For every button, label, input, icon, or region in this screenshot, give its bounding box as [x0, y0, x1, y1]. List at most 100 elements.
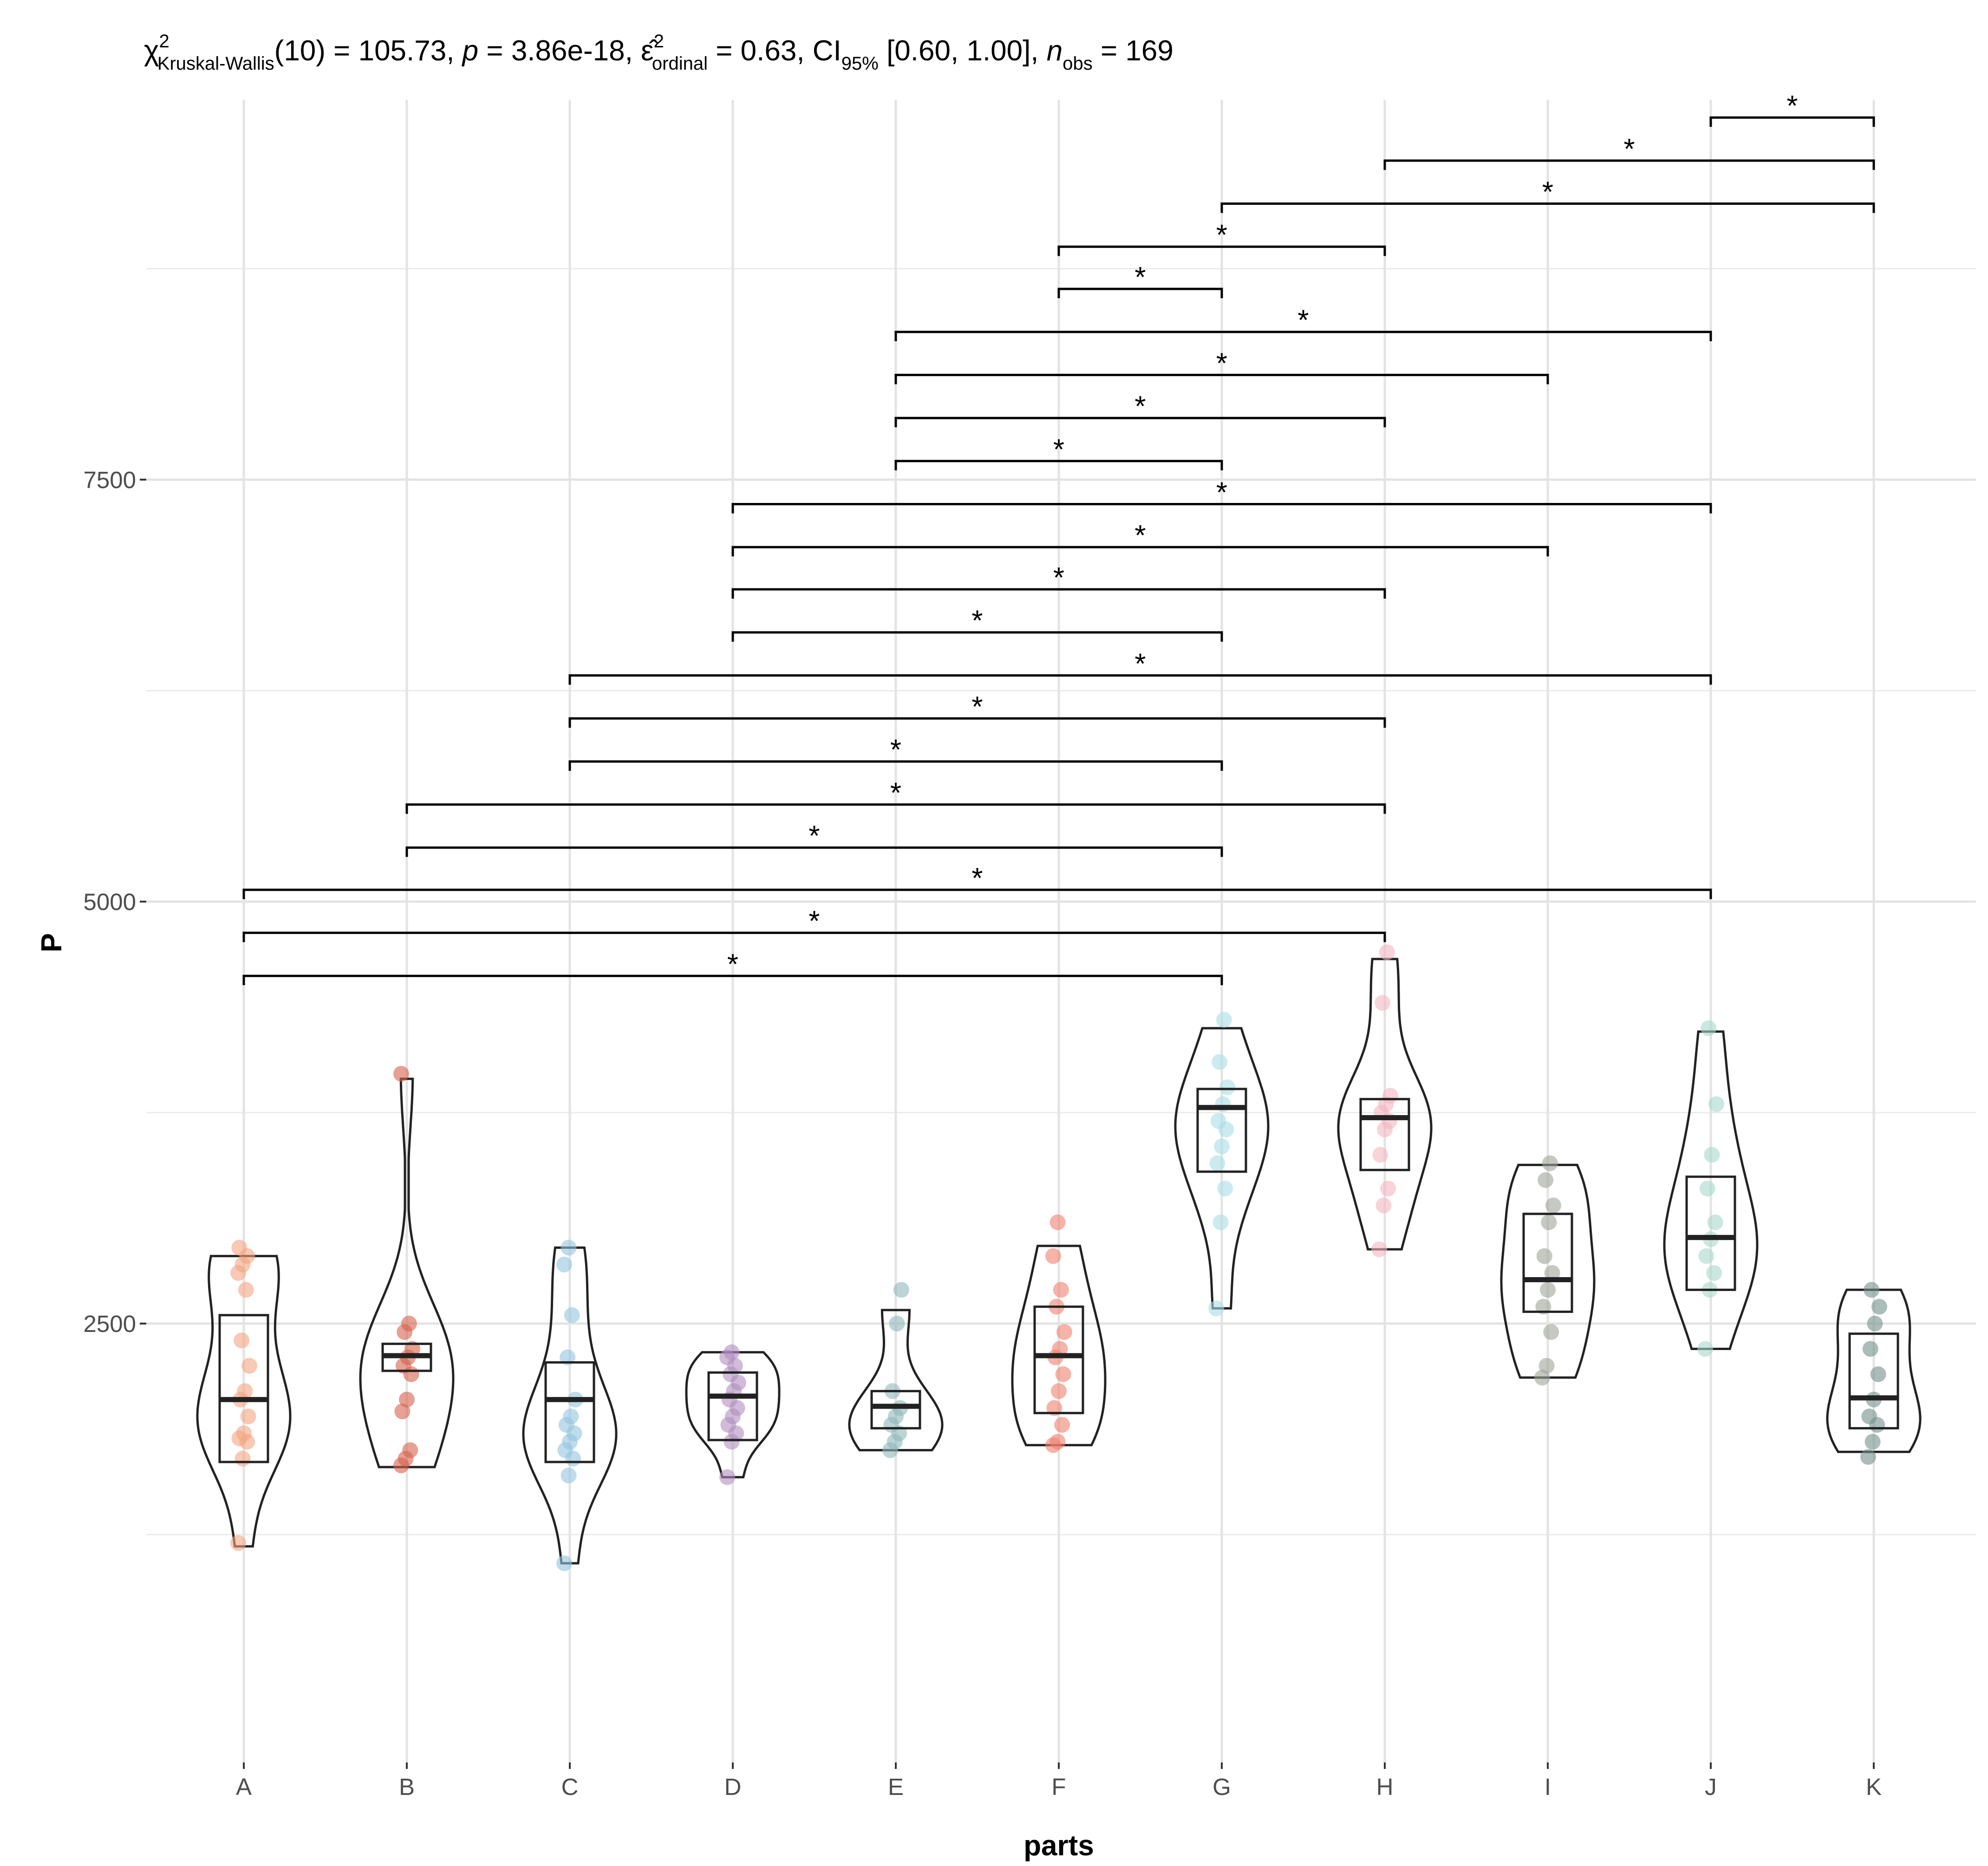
data-point [237, 1383, 253, 1399]
significance-label: * [1134, 520, 1146, 552]
data-point [1864, 1434, 1881, 1450]
x-tick-label: K [1866, 1774, 1882, 1800]
x-tick-label: E [888, 1774, 904, 1800]
data-point [1212, 1214, 1229, 1230]
data-point [1867, 1316, 1883, 1332]
data-point [1375, 1197, 1392, 1214]
bracket-d-h [731, 588, 1386, 599]
data-point [1372, 1147, 1388, 1163]
bracket-a-j [242, 888, 1712, 899]
x-tick-label: G [1212, 1774, 1231, 1800]
bracket-j-k [1709, 116, 1875, 127]
bracket-h-k [1383, 159, 1875, 170]
x-axis-title: parts [1023, 1830, 1094, 1862]
data-point [1871, 1298, 1887, 1315]
data-point [401, 1316, 417, 1332]
data-point [230, 1535, 246, 1551]
data-point [563, 1408, 579, 1424]
significance-label: * [971, 605, 983, 637]
data-point [1541, 1214, 1557, 1230]
box-d [707, 1371, 758, 1442]
chart-subtitle: χ2 Kruskal-Wallis(10) = 105.73, p = 3.86e… [144, 31, 1173, 74]
x-axis: A B C D E F G H I J K [236, 1762, 1882, 1800]
violin-k [1826, 1288, 1922, 1453]
data-point [1538, 1172, 1554, 1188]
data-point [889, 1316, 905, 1332]
data-point [1217, 1181, 1233, 1197]
data-point [238, 1282, 254, 1298]
data-point [1055, 1366, 1071, 1383]
boxplots [218, 1088, 1899, 1463]
box-h [1359, 1098, 1410, 1171]
data-point [1380, 1181, 1396, 1197]
significance-label: * [1786, 90, 1798, 122]
bracket-g-k [1220, 202, 1875, 213]
significance-label: * [808, 906, 820, 938]
bracket-c-g [568, 760, 1223, 771]
data-point [1699, 1181, 1715, 1197]
violin-g [1174, 1027, 1270, 1310]
data-point [1698, 1248, 1714, 1264]
box-c [544, 1361, 595, 1463]
data-point [1382, 1088, 1398, 1104]
y-axis-title: P [36, 933, 68, 952]
x-tick-label: J [1705, 1774, 1717, 1800]
significance-label: * [808, 820, 820, 852]
data-point [1540, 1282, 1556, 1298]
bracket-d-i [731, 546, 1549, 557]
data-point [1052, 1341, 1068, 1357]
violin-a [196, 1255, 292, 1548]
significance-label: * [971, 691, 983, 723]
box-k [1848, 1332, 1899, 1429]
data-point [1860, 1449, 1876, 1465]
bracket-d-j [731, 502, 1712, 514]
bracket-c-h [568, 717, 1386, 728]
data-point [1216, 1011, 1232, 1028]
significance-label: * [1216, 219, 1227, 251]
x-tick-label: H [1376, 1774, 1394, 1800]
data-point [561, 1468, 577, 1484]
data-point [1701, 1020, 1717, 1036]
data-point [1538, 1357, 1555, 1374]
x-tick-label: A [236, 1774, 252, 1800]
data-point [241, 1357, 257, 1374]
data-point [719, 1469, 735, 1485]
data-point [1544, 1265, 1560, 1281]
data-point [1045, 1248, 1061, 1264]
bracket-e-j [894, 331, 1712, 341]
significance-label: * [1134, 391, 1146, 423]
significance-label: * [1542, 176, 1553, 209]
significance-label: * [890, 777, 901, 809]
significance-label: * [727, 948, 738, 980]
data-point [1706, 1265, 1722, 1281]
violin-f [1011, 1245, 1107, 1447]
data-point [1209, 1155, 1225, 1171]
bracket-b-g [405, 846, 1223, 857]
box-i [1522, 1213, 1573, 1313]
bracket-b-h [405, 803, 1386, 814]
data-point [893, 1282, 909, 1298]
bracket-e-g [894, 460, 1223, 470]
x-tick-label: I [1545, 1774, 1551, 1800]
data-point [393, 1066, 409, 1082]
y-axis: 2500 5000 7500 [84, 467, 146, 1337]
data-point [1051, 1383, 1067, 1399]
significance-label: * [1216, 476, 1227, 509]
data-point [234, 1332, 250, 1349]
data-point [556, 1555, 572, 1572]
data-point [724, 1344, 740, 1360]
data-point [1707, 1214, 1723, 1230]
significance-label: * [1053, 562, 1064, 594]
data-point [1375, 995, 1391, 1011]
significance-label: * [890, 734, 901, 766]
data-point [1543, 1324, 1559, 1340]
x-tick-label: D [724, 1774, 742, 1800]
data-point [1212, 1054, 1228, 1070]
y-tick-label: 5000 [84, 888, 136, 915]
x-tick-label: C [561, 1774, 579, 1800]
bracket-a-h [242, 932, 1386, 942]
data-point [1545, 1197, 1561, 1214]
violin-i [1500, 1163, 1596, 1379]
data-point [1054, 1417, 1070, 1433]
